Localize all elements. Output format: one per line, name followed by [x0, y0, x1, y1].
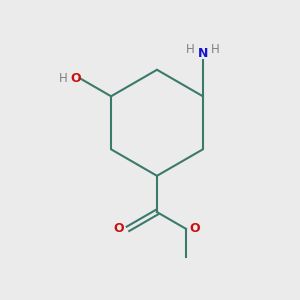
Text: N: N	[198, 46, 208, 59]
Text: H: H	[211, 43, 220, 56]
Text: H: H	[59, 72, 68, 85]
Text: O: O	[113, 222, 124, 235]
Text: O: O	[70, 72, 81, 85]
Text: H: H	[186, 43, 195, 56]
Text: O: O	[189, 222, 200, 235]
